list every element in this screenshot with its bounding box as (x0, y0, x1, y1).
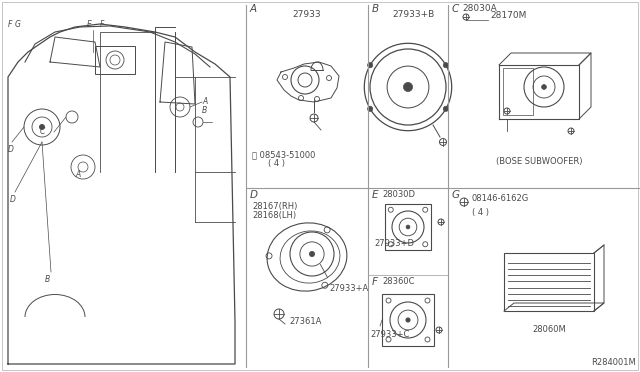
Bar (504, 253, 594, 311)
Circle shape (367, 62, 373, 68)
Bar (95, 46, 135, 74)
Circle shape (403, 83, 413, 92)
Text: E: E (372, 190, 378, 200)
Text: A: A (76, 170, 81, 179)
Text: 28060M: 28060M (532, 325, 566, 334)
Text: 28360C: 28360C (382, 277, 415, 286)
Text: E: E (87, 20, 92, 29)
Text: 28168(LH): 28168(LH) (252, 211, 296, 220)
Text: B: B (45, 275, 51, 284)
Text: 27933+B: 27933+B (392, 10, 434, 19)
Text: C: C (452, 4, 460, 14)
Circle shape (367, 106, 373, 112)
Circle shape (406, 318, 410, 322)
Text: F: F (372, 277, 378, 287)
Text: Ⓢ 08543-51000: Ⓢ 08543-51000 (252, 150, 316, 159)
Circle shape (443, 106, 449, 112)
Text: D: D (10, 195, 16, 204)
Text: 08146-6162G: 08146-6162G (472, 193, 529, 202)
Text: G: G (15, 20, 21, 29)
Text: F: F (100, 20, 104, 29)
Circle shape (406, 225, 410, 229)
Bar (385, 204, 431, 250)
Circle shape (309, 251, 315, 257)
Text: F: F (8, 20, 12, 29)
Text: 27933+D: 27933+D (374, 239, 414, 248)
Text: (BOSE SUBWOOFER): (BOSE SUBWOOFER) (496, 157, 582, 166)
Text: R284001M: R284001M (591, 358, 636, 367)
Text: 27361A: 27361A (289, 317, 321, 326)
Text: G: G (452, 190, 460, 200)
Circle shape (443, 62, 449, 68)
Text: D: D (250, 190, 258, 200)
Text: A: A (250, 4, 257, 14)
Text: A: A (202, 97, 207, 106)
Text: 27933+C: 27933+C (370, 330, 410, 339)
Text: ( 4 ): ( 4 ) (268, 159, 285, 168)
Text: B: B (202, 106, 207, 115)
Text: C: C (40, 127, 45, 136)
Text: ( 4 ): ( 4 ) (472, 208, 489, 217)
Bar (382, 294, 434, 346)
Text: 28030A: 28030A (462, 4, 497, 13)
Text: 28030D: 28030D (382, 190, 415, 199)
Circle shape (39, 124, 45, 130)
Circle shape (541, 84, 547, 89)
Text: 27933: 27933 (292, 10, 321, 19)
Bar (503, 68, 533, 115)
Text: 27933+A: 27933+A (329, 284, 368, 293)
Text: D: D (8, 145, 14, 154)
Text: B: B (372, 4, 379, 14)
Text: 28170M: 28170M (490, 10, 526, 19)
Text: 28167(RH): 28167(RH) (252, 202, 298, 211)
